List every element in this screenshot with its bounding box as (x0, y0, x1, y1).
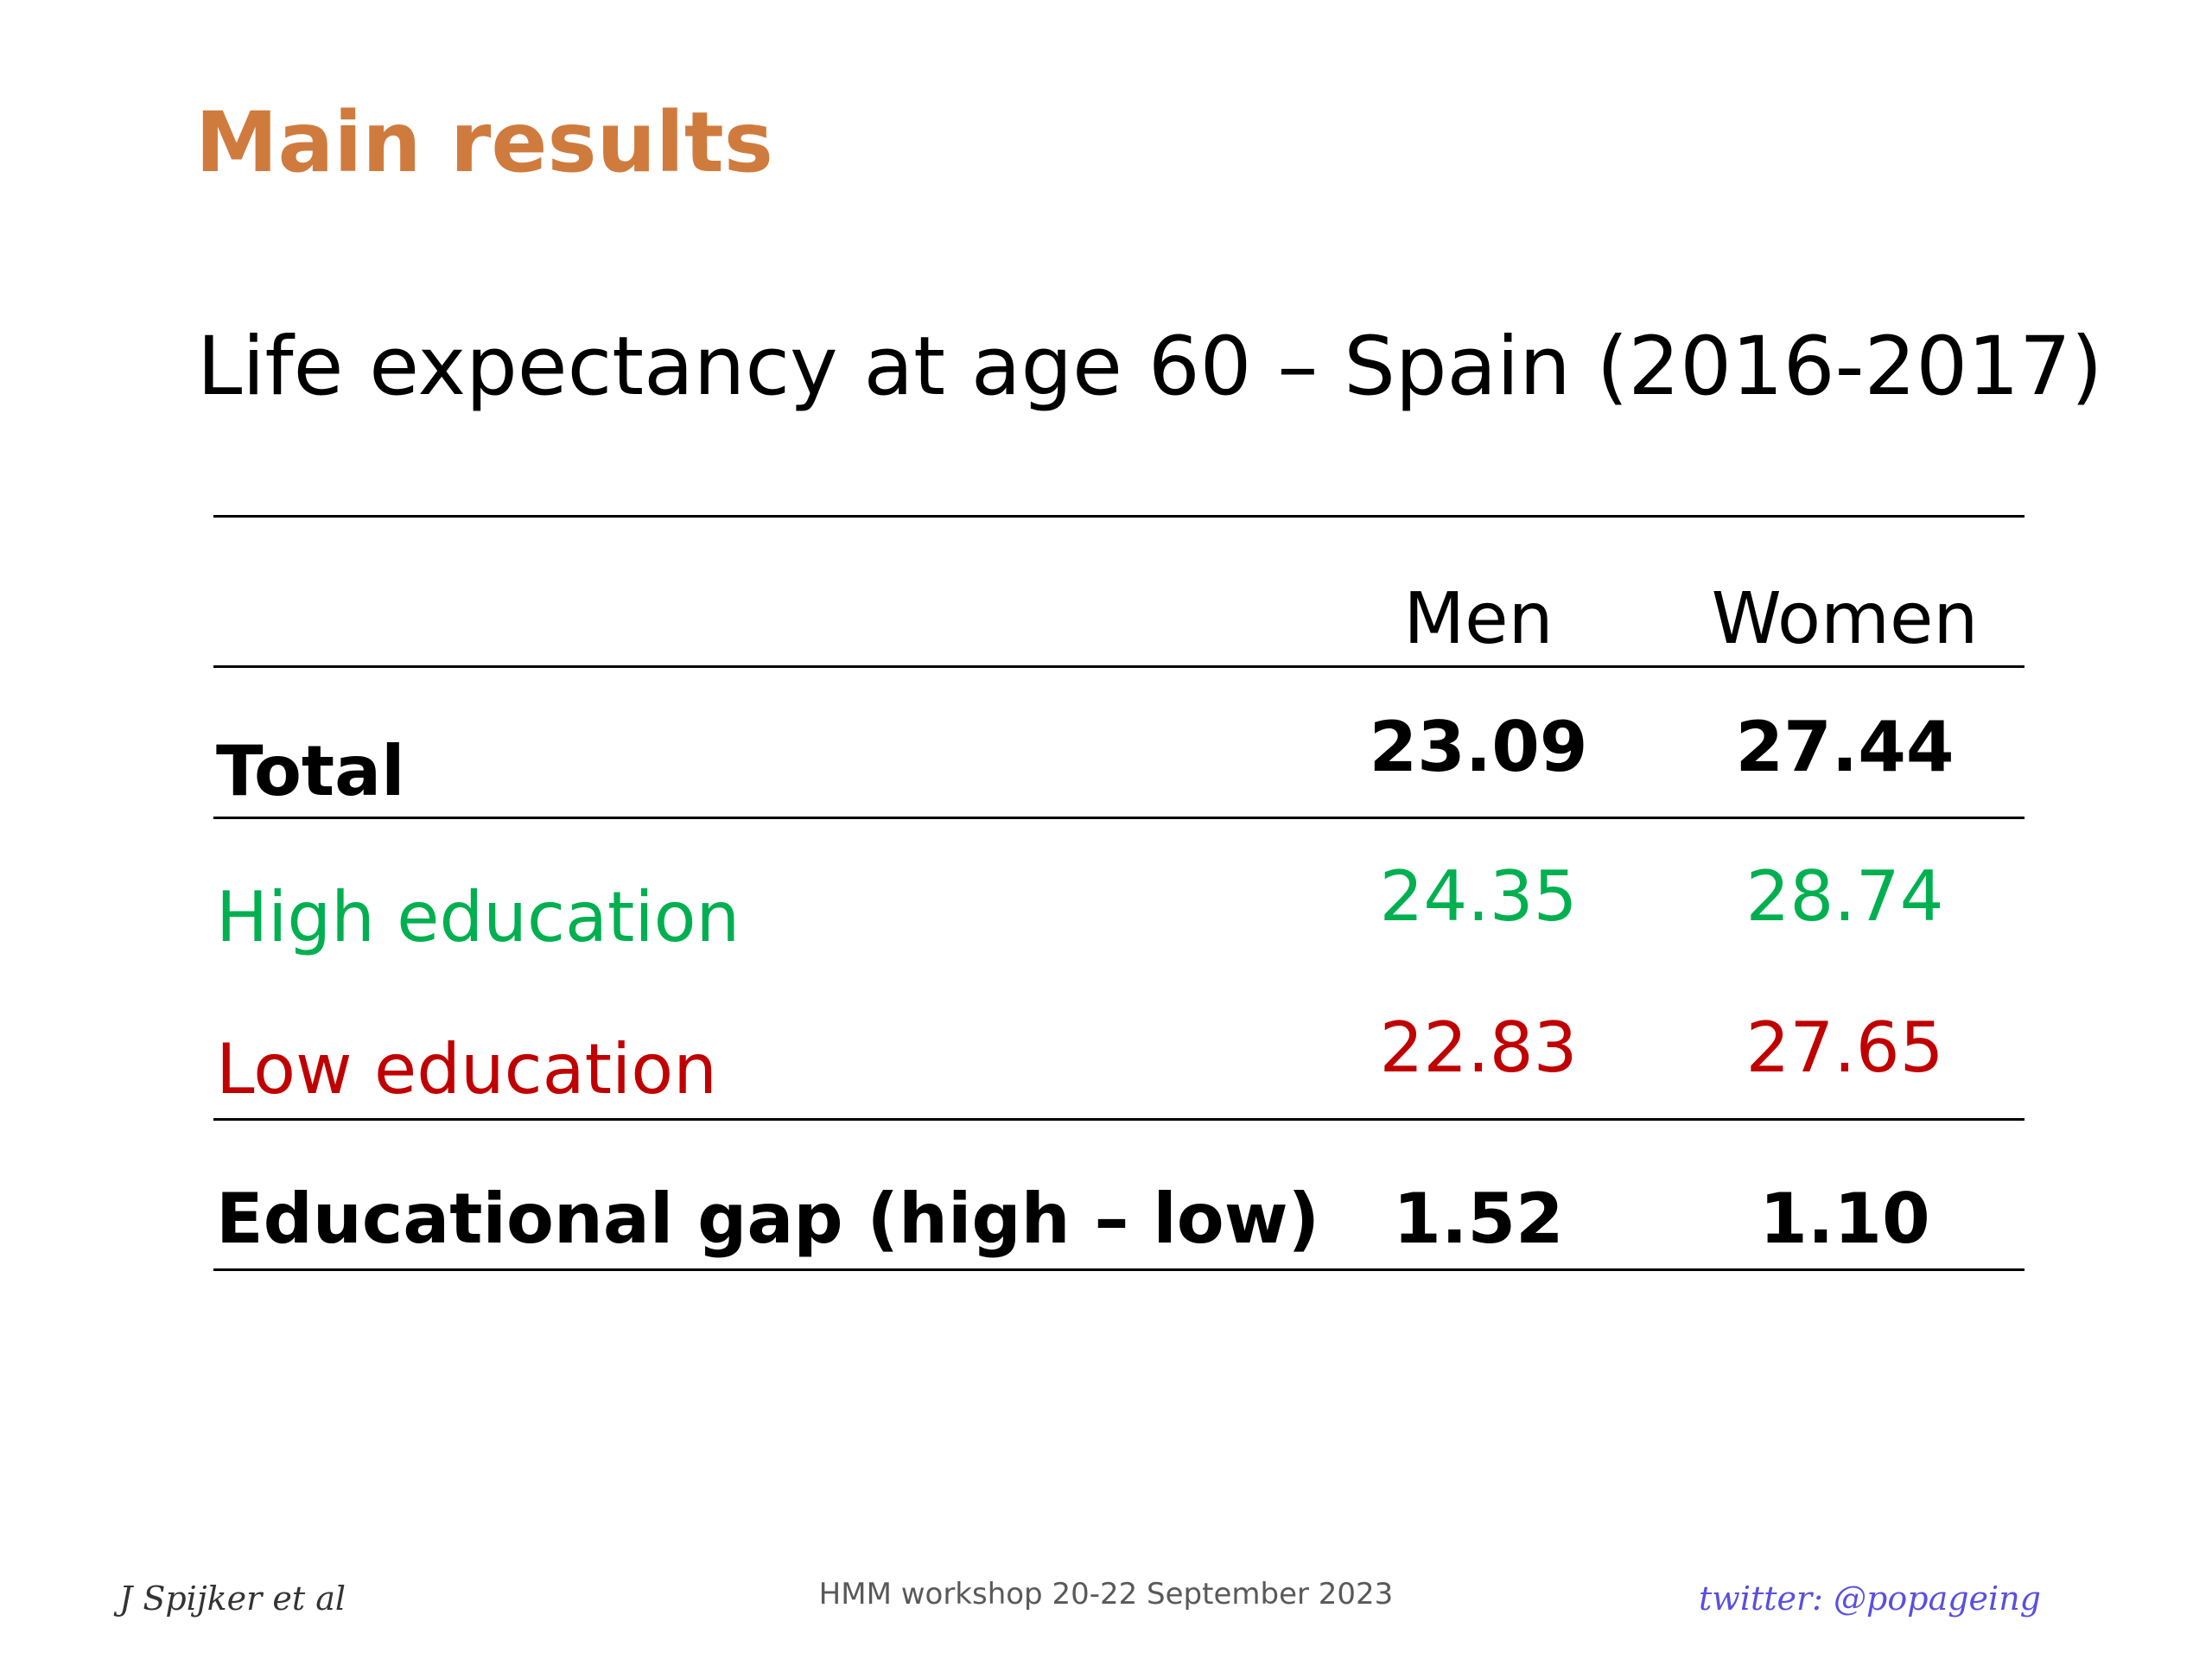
table-total-rule (213, 817, 2024, 819)
cell-total-men: 23.09 (1369, 707, 1588, 787)
row-label-high-education: High education (216, 877, 741, 957)
footer-event: HMM workshop 20-22 September 2023 (818, 1577, 1394, 1611)
table-top-rule (213, 515, 2024, 518)
column-header-women: Women (1711, 578, 1979, 660)
row-label-low-education: Low education (216, 1029, 717, 1109)
footer-author: J Spijker et al (119, 1580, 346, 1618)
cell-educational-gap-women: 1.10 (1759, 1179, 1930, 1259)
cell-educational-gap-men: 1.52 (1393, 1179, 1564, 1259)
row-label-total: Total (216, 731, 405, 811)
cell-total-women: 27.44 (1735, 707, 1955, 787)
cell-low-education-women: 27.65 (1745, 1007, 1944, 1088)
table-bottom-rule (213, 1268, 2024, 1271)
cell-high-education-women: 28.74 (1745, 856, 1944, 937)
cell-high-education-men: 24.35 (1379, 856, 1578, 937)
slide-subtitle: Life expectancy at age 60 – Spain (2016-… (197, 320, 2103, 414)
slide-title: Main results (195, 94, 773, 191)
cell-low-education-men: 22.83 (1379, 1007, 1578, 1088)
column-header-men: Men (1403, 578, 1554, 660)
row-label-educational-gap: Educational gap (high – low) (216, 1179, 1320, 1259)
table-header-rule (213, 665, 2024, 668)
footer-twitter-link[interactable]: twitter: @popageing (1699, 1580, 2041, 1618)
table-education-rule (213, 1118, 2024, 1121)
